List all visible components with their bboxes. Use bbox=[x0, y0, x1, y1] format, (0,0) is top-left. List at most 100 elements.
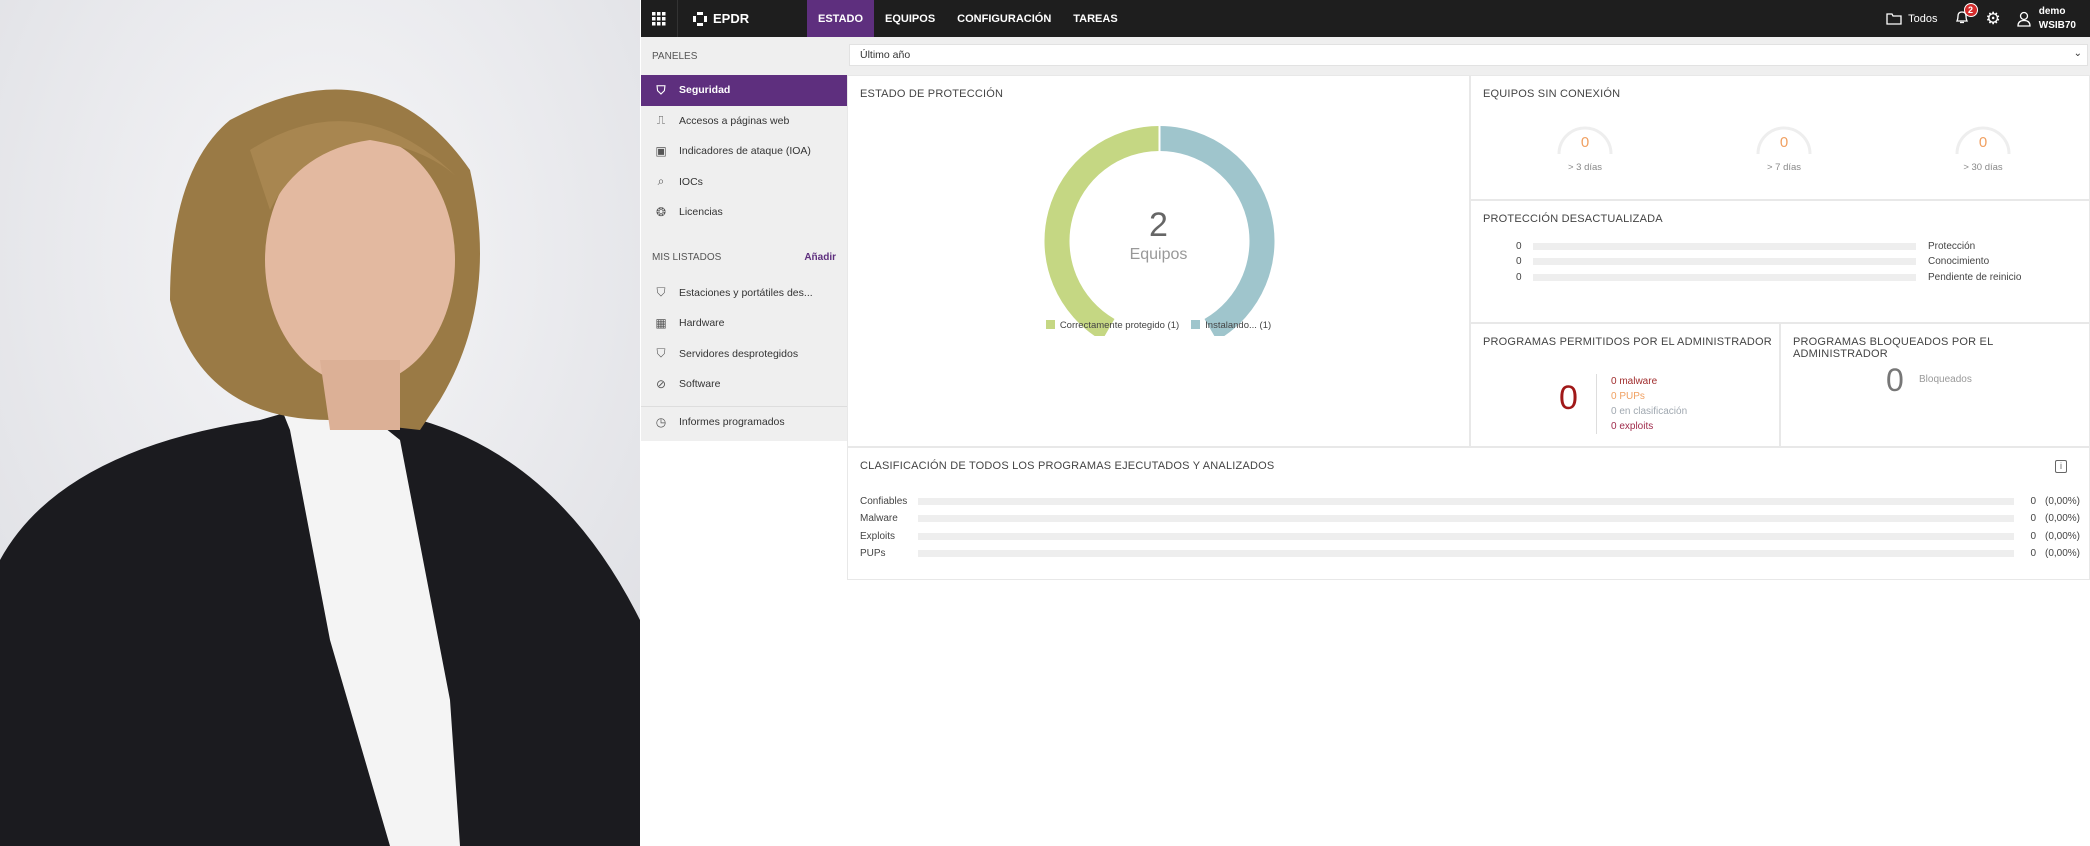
gauge-unit: Equipos bbox=[1129, 246, 1188, 263]
user-menu[interactable]: demo WSIB70 bbox=[2017, 5, 2076, 33]
shield-alert-icon: ⛉ bbox=[656, 346, 666, 361]
row-label: Confiables bbox=[860, 495, 908, 507]
add-list-link[interactable]: Añadir bbox=[804, 252, 836, 263]
row-count: 0 bbox=[2030, 530, 2036, 542]
blocked-label: Bloqueados bbox=[1919, 374, 1972, 385]
panels-heading: PANELES bbox=[652, 51, 698, 62]
chevron-down-icon: ⌄ bbox=[2073, 48, 2082, 59]
folder-filter-button[interactable]: Todos bbox=[1886, 12, 1938, 25]
legend-installing[interactable]: Instalando... (1) bbox=[1191, 320, 1271, 331]
sidebar-item-licencias[interactable]: ❂ Licencias bbox=[641, 197, 847, 228]
shield-icon: ⛉ bbox=[656, 82, 666, 97]
row-count: 0 bbox=[2030, 495, 2036, 507]
software-icon: ⊘ bbox=[655, 377, 667, 392]
sidebar: PANELES ⛉ Seguridad ⎍ Accesos a páginas we… bbox=[641, 37, 847, 441]
nav-tareas[interactable]: TAREAS bbox=[1073, 12, 1118, 25]
sidebar-list-estaciones[interactable]: ⛉ Estaciones y portátiles des... bbox=[641, 278, 847, 309]
period-select[interactable]: Último año ⌄ bbox=[849, 44, 2088, 66]
epdr-console: EPDR ESTADO EQUIPOS CONFIGURACIÓN TAREAS… bbox=[641, 0, 2090, 846]
program-classification-panel: CLASIFICACIÓN DE TODOS LOS PROGRAMAS EJE… bbox=[847, 447, 2090, 580]
clock-icon: ◷ bbox=[655, 414, 667, 429]
blocked-total[interactable]: 0 bbox=[1886, 362, 1904, 398]
my-lists-heading: MIS LISTADOS bbox=[652, 252, 722, 263]
offline-gauge-3d[interactable]: 0 > 3 días bbox=[1553, 116, 1617, 173]
notifications-badge: 2 bbox=[1963, 3, 1978, 17]
row-percent: (0,00%) bbox=[2044, 530, 2080, 542]
chip-icon: ▦ bbox=[655, 316, 667, 331]
web-activity-icon: ⎍ bbox=[656, 113, 666, 128]
gauge-segment-0[interactable] bbox=[1044, 126, 1160, 336]
row-label: Malware bbox=[860, 513, 898, 524]
offline-devices-panel: EQUIPOS SIN CONEXIÓN 0 > 3 días 0 > 7 días… bbox=[1470, 75, 2090, 200]
sidebar-list-software[interactable]: ⊘ Software bbox=[641, 369, 847, 400]
protection-status-panel: ESTADO DE PROTECCIÓN 2 Equipos Correctam… bbox=[847, 75, 1470, 447]
main-nav: ESTADO EQUIPOS CONFIGURACIÓN TAREAS bbox=[807, 0, 1129, 37]
allowed-exploits[interactable]: 0 exploits bbox=[1611, 421, 1654, 432]
sidebar-list-servidores[interactable]: ⛉ Servidores desprotegidos bbox=[641, 339, 847, 370]
product-logo[interactable]: EPDR bbox=[693, 0, 749, 37]
row-label: PUPs bbox=[860, 548, 886, 559]
license-icon: ❂ bbox=[655, 205, 667, 220]
ioa-icon: ▣ bbox=[655, 144, 667, 159]
nav-configuracion[interactable]: CONFIGURACIÓN bbox=[957, 12, 1052, 25]
gauge-segment-1[interactable] bbox=[1159, 126, 1275, 336]
panel-title: EQUIPOS SIN CONEXIÓN bbox=[1483, 88, 1621, 100]
sidebar-item-accesos-web[interactable]: ⎍ Accesos a páginas web bbox=[641, 106, 847, 137]
outdated-row[interactable]: 0 Protección bbox=[1516, 240, 1976, 252]
allowed-malware[interactable]: 0 malware bbox=[1611, 376, 1658, 387]
ioc-search-icon: ⌕ bbox=[657, 174, 665, 189]
outdated-row[interactable]: 0 Pendiente de reinicio bbox=[1516, 271, 2022, 283]
offline-gauge-30d[interactable]: 0 > 30 días bbox=[1951, 116, 2015, 173]
shield-alert-icon: ⛉ bbox=[656, 285, 666, 300]
panel-title: ESTADO DE PROTECCIÓN bbox=[860, 88, 1004, 100]
offline-gauge-7d[interactable]: 0 > 7 días bbox=[1752, 116, 1816, 173]
bell-icon bbox=[1955, 11, 1968, 24]
protection-gauge[interactable] bbox=[848, 76, 1471, 336]
legend-protected[interactable]: Correctamente protegido (1) bbox=[1045, 320, 1179, 331]
sidebar-informes-programados[interactable]: ◷ Informes programados bbox=[641, 407, 847, 438]
allowed-programs-panel: PROGRAMAS PERMITIDOS POR EL ADMINISTRADO… bbox=[1470, 323, 1780, 447]
row-count: 0 bbox=[2030, 548, 2036, 559]
classification-row[interactable]: PUPs 0 (0,00%) bbox=[860, 547, 2080, 561]
settings-gear-icon[interactable]: ⚙ bbox=[1985, 8, 2001, 28]
sidebar-item-iocs[interactable]: ⌕ IOCs bbox=[641, 167, 847, 198]
chart-legend: Correctamente protegido (1) Instalando..… bbox=[848, 320, 1469, 331]
panel-title: PROGRAMAS BLOQUEADOS POR EL ADMINISTRADO… bbox=[1793, 336, 1993, 360]
top-bar: EPDR ESTADO EQUIPOS CONFIGURACIÓN TAREAS… bbox=[641, 0, 2090, 37]
row-bar bbox=[918, 532, 2014, 540]
notifications-button[interactable]: 2 bbox=[1954, 3, 1978, 28]
classification-row[interactable]: Exploits 0 (0,00%) bbox=[860, 529, 2080, 543]
user-icon bbox=[2017, 11, 2031, 27]
nav-equipos[interactable]: EQUIPOS bbox=[885, 12, 936, 25]
row-percent: (0,00%) bbox=[2044, 495, 2080, 507]
row-bar bbox=[918, 550, 2014, 557]
blocked-programs-panel: PROGRAMAS BLOQUEADOS POR EL ADMINISTRADO… bbox=[1780, 323, 2090, 447]
classification-row[interactable]: Confiables 0 (0,00%) bbox=[860, 494, 2080, 508]
apps-grid-icon[interactable] bbox=[641, 0, 678, 37]
classification-row[interactable]: Malware 0 (0,00%) bbox=[860, 512, 2080, 526]
panel-title: CLASIFICACIÓN DE TODOS LOS PROGRAMAS EJE… bbox=[860, 460, 1275, 472]
sidebar-list-hardware[interactable]: ▦ Hardware bbox=[641, 308, 847, 339]
filter-bar: Último año ⌄ bbox=[847, 37, 2090, 75]
row-percent: (0,00%) bbox=[2044, 548, 2080, 559]
sidebar-item-seguridad[interactable]: ⛉ Seguridad bbox=[641, 75, 847, 106]
allowed-total[interactable]: 0 bbox=[1559, 379, 1578, 417]
allowed-pups[interactable]: 0 PUPs bbox=[1611, 391, 1645, 402]
info-icon[interactable]: i bbox=[2055, 460, 2067, 473]
panel-title: PROGRAMAS PERMITIDOS POR EL ADMINISTRADO… bbox=[1483, 336, 1772, 348]
sidebar-item-ioa[interactable]: ▣ Indicadores de ataque (IOA) bbox=[641, 136, 847, 167]
row-label: Exploits bbox=[860, 530, 896, 542]
row-count: 0 bbox=[2030, 513, 2036, 524]
nav-estado[interactable]: ESTADO bbox=[807, 0, 875, 37]
portrait-photo bbox=[0, 0, 640, 846]
row-bar bbox=[918, 497, 2014, 505]
outdated-row[interactable]: 0 Conocimiento bbox=[1516, 255, 1990, 267]
gauge-total: 2 bbox=[1149, 206, 1168, 244]
folder-icon bbox=[1886, 13, 1902, 25]
allowed-classifying[interactable]: 0 en clasificación bbox=[1611, 406, 1688, 417]
panel-title: PROTECCIÓN DESACTUALIZADA bbox=[1483, 213, 1663, 225]
logo-icon bbox=[693, 11, 707, 26]
row-percent: (0,00%) bbox=[2044, 513, 2080, 524]
row-bar bbox=[918, 515, 2014, 522]
